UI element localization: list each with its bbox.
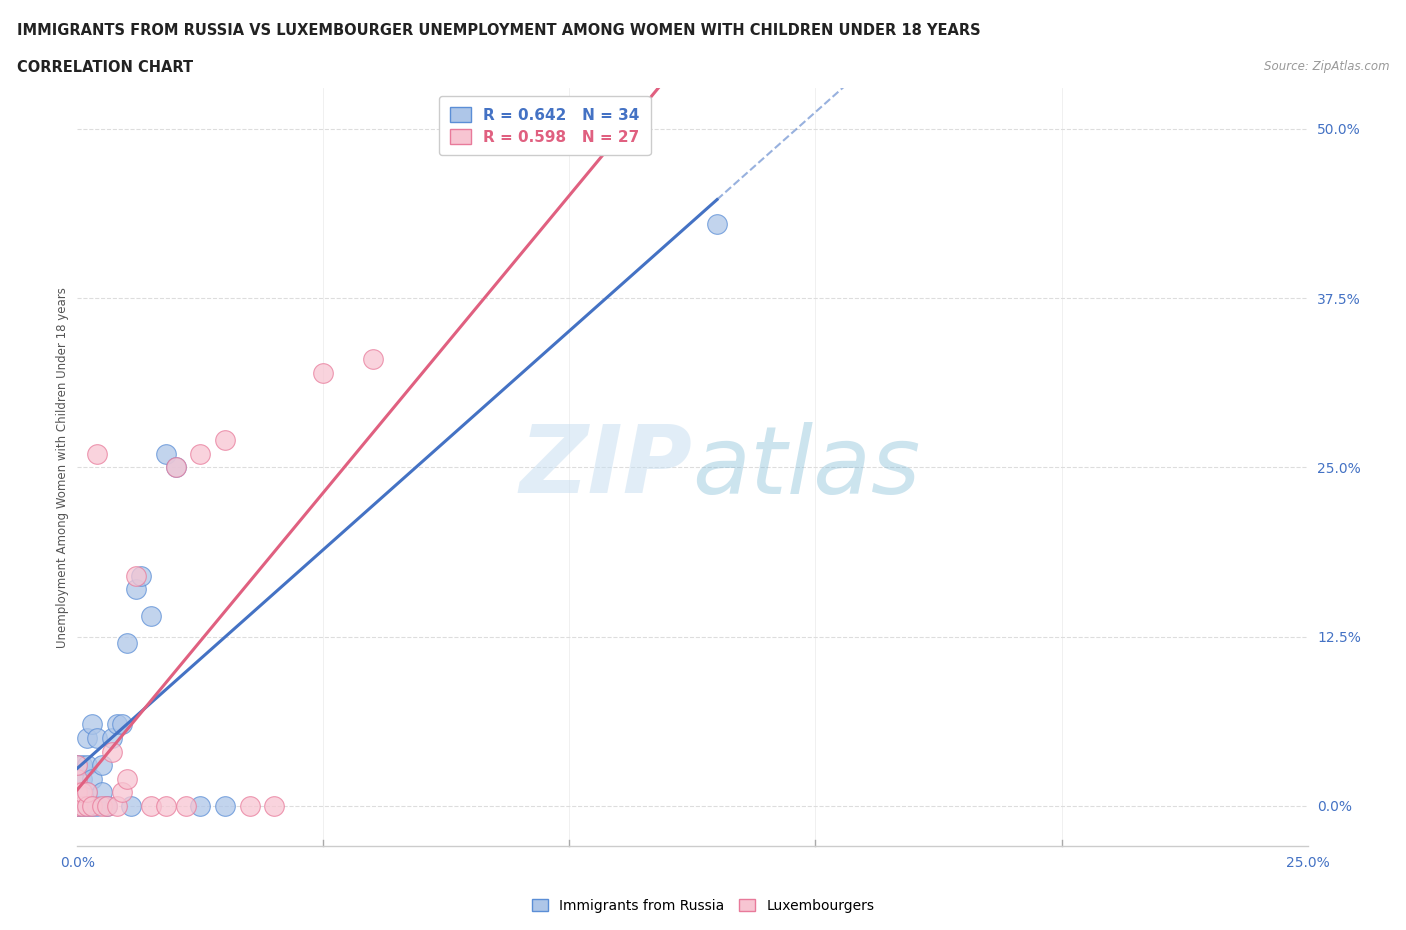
Point [70,771,93,786]
Point [111,785,132,800]
Point [90,798,114,813]
Point [66,798,89,813]
Point [165,460,187,475]
Point [76,731,98,746]
Point [66,785,89,800]
Point [70,798,93,813]
Point [76,785,98,800]
Point [66,758,89,773]
Point [141,798,163,813]
Point [76,758,98,773]
Point [125,568,148,583]
Point [82,798,104,813]
Point [361,352,384,366]
Point [706,217,728,232]
Point [70,758,93,773]
Point [66,771,89,786]
Point [214,432,236,447]
Point [312,365,335,380]
Text: Source: ZipAtlas.com: Source: ZipAtlas.com [1264,60,1389,73]
Point [155,446,177,461]
Point [96,798,118,813]
Y-axis label: Unemployment Among Women with Children Under 18 years: Unemployment Among Women with Children U… [56,286,69,648]
Legend: Immigrants from Russia, Luxembourgers: Immigrants from Russia, Luxembourgers [526,894,880,919]
Point [121,798,143,813]
Point [111,717,132,732]
Point [105,717,128,732]
Point [86,798,108,813]
Point [105,798,128,813]
Point [101,731,124,746]
Point [66,785,89,800]
Point [115,771,138,786]
Point [90,785,114,800]
Point [96,798,118,813]
Point [188,446,212,461]
Point [86,446,108,461]
Point [263,798,285,813]
Point [82,771,104,786]
Point [115,636,138,651]
Point [155,798,177,813]
Point [66,798,89,813]
Point [76,798,98,813]
Point [129,568,153,583]
Point [66,758,89,773]
Point [101,744,124,759]
Text: CORRELATION CHART: CORRELATION CHART [17,60,193,75]
Point [70,798,93,813]
Point [125,581,148,596]
Point [86,731,108,746]
Point [76,785,98,800]
Point [70,785,93,800]
Legend: R = 0.642   N = 34, R = 0.598   N = 27: R = 0.642 N = 34, R = 0.598 N = 27 [439,96,651,155]
Point [188,798,212,813]
Point [66,798,89,813]
Point [165,460,187,475]
Point [76,798,98,813]
Point [82,717,104,732]
Point [66,771,89,786]
Text: ZIP: ZIP [520,421,693,513]
Point [82,798,104,813]
Text: IMMIGRANTS FROM RUSSIA VS LUXEMBOURGER UNEMPLOYMENT AMONG WOMEN WITH CHILDREN UN: IMMIGRANTS FROM RUSSIA VS LUXEMBOURGER U… [17,23,980,38]
Point [174,798,197,813]
Point [90,758,114,773]
Point [214,798,236,813]
Point [141,609,163,624]
Text: atlas: atlas [693,422,921,512]
Point [239,798,262,813]
Point [70,785,93,800]
